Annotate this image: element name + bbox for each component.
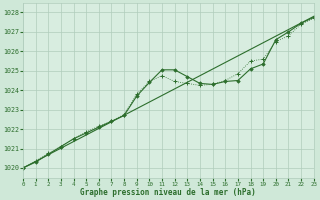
X-axis label: Graphe pression niveau de la mer (hPa): Graphe pression niveau de la mer (hPa)	[80, 188, 256, 197]
